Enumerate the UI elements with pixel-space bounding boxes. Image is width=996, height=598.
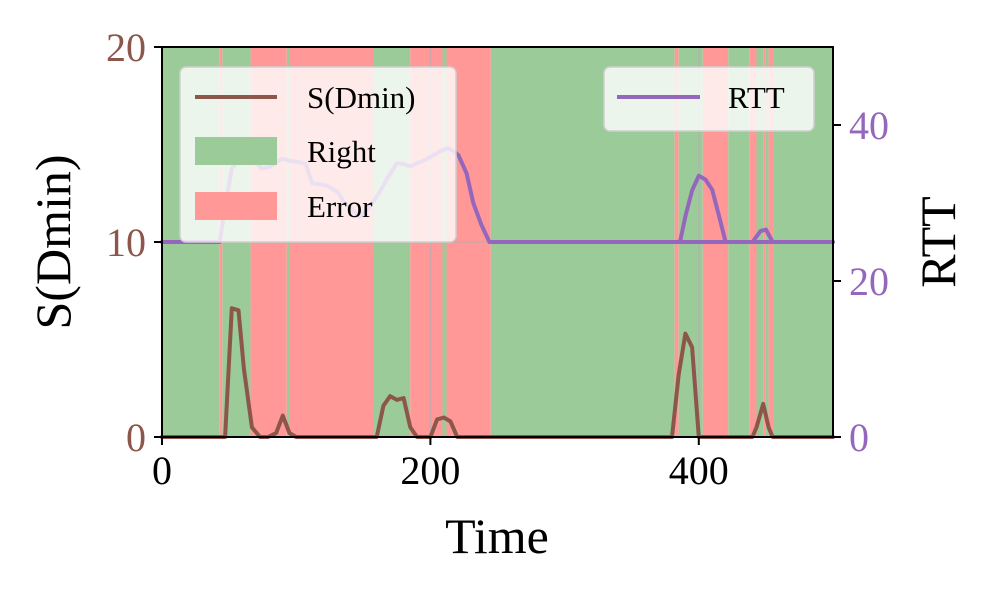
y-right-tick-label-2: 40 bbox=[849, 103, 889, 148]
series-rtt-line-segment-0 bbox=[672, 173, 775, 244]
legend-right-box bbox=[603, 66, 815, 132]
y-left-tick-label-2: 20 bbox=[106, 25, 146, 70]
x-axis-title: Time bbox=[445, 508, 549, 564]
y-left-tick-label-1: 10 bbox=[106, 220, 146, 265]
y-left-axis-title: S(Dmin) bbox=[25, 155, 81, 330]
x-tick-label-2: 400 bbox=[669, 448, 729, 493]
legend-right: RTT bbox=[603, 66, 815, 132]
y-right-axis-title: RTT bbox=[910, 196, 966, 287]
x-tick-label-1: 200 bbox=[400, 448, 460, 493]
legend-right-swatch bbox=[195, 137, 277, 165]
legend-left: S(Dmin) Right Error bbox=[179, 66, 457, 243]
legend-rtt-label: RTT bbox=[728, 80, 785, 115]
y-left-tick-label-0: 0 bbox=[126, 415, 146, 460]
legend-error-label: Error bbox=[307, 189, 373, 224]
legend-right-label: Right bbox=[307, 134, 376, 169]
legend-sdmin-label: S(Dmin) bbox=[307, 80, 416, 115]
legend-error-swatch bbox=[195, 192, 277, 220]
x-tick-label-0: 0 bbox=[152, 448, 172, 493]
y-right-tick-label-0: 0 bbox=[849, 415, 869, 460]
y-right-tick-label-1: 20 bbox=[849, 259, 889, 304]
